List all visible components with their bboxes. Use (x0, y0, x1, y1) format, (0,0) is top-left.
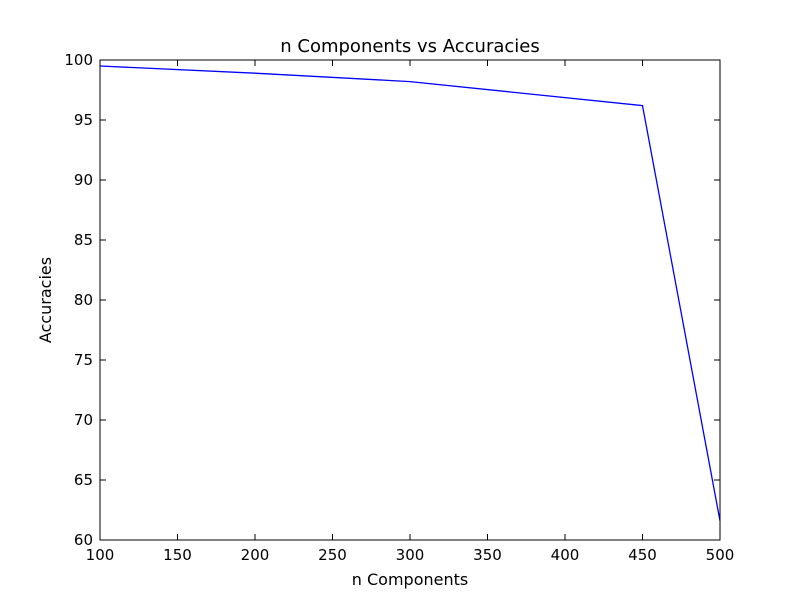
y-tick-label: 70 (74, 411, 93, 429)
x-tick-label: 300 (396, 546, 425, 564)
chart-title: n Components vs Accuracies (280, 36, 539, 57)
x-tick-label: 100 (86, 546, 115, 564)
y-tick-label: 80 (74, 291, 93, 309)
plot-layer (99, 65, 721, 521)
y-tick-label: 60 (74, 531, 93, 549)
y-axis-ticks: 60 65 70 75 80 85 90 95 100 (64, 51, 720, 549)
y-axis-label: Accuracies (36, 257, 55, 343)
x-tick-label: 200 (241, 546, 270, 564)
x-tick-label: 450 (628, 546, 657, 564)
y-tick-label: 95 (74, 111, 93, 129)
x-tick-label: 500 (706, 546, 735, 564)
y-tick-label: 90 (74, 171, 93, 189)
y-tick-label: 100 (64, 51, 93, 69)
y-tick-label: 85 (74, 231, 93, 249)
y-tick-label: 65 (74, 471, 93, 489)
x-axis-label: n Components (352, 570, 468, 589)
y-tick-label: 75 (74, 351, 93, 369)
x-tick-label: 400 (551, 546, 580, 564)
x-tick-label: 350 (473, 546, 502, 564)
x-axis-ticks: 100 150 200 250 300 350 400 450 500 (86, 60, 735, 564)
series-line (99, 65, 721, 521)
x-tick-label: 150 (163, 546, 192, 564)
x-tick-label: 250 (318, 546, 347, 564)
